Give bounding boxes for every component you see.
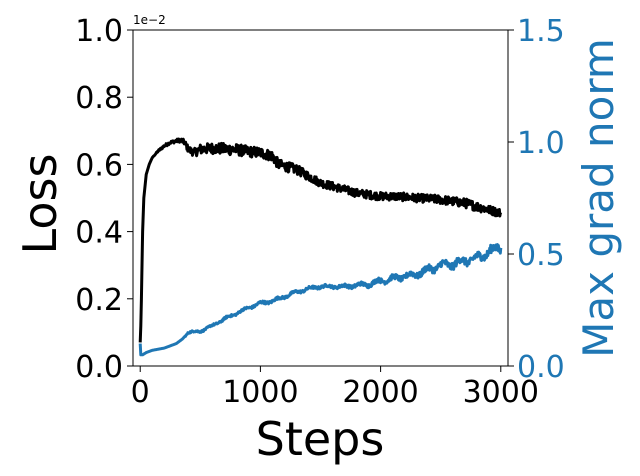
y-right-tick-label: 0.5 xyxy=(517,238,565,273)
y-right-axis-title: Max grad norm xyxy=(574,38,623,358)
y-left-tick-label: 0.2 xyxy=(75,283,123,318)
plot-frame xyxy=(132,29,509,367)
x-tick-label: 2000 xyxy=(342,375,418,410)
loss-series-line xyxy=(138,137,503,343)
ticks-layer: 0 1000 2000 30000.00.20.40.60.81.00.00.51.0… xyxy=(75,14,564,410)
series-layer xyxy=(138,137,503,357)
x-tick-label: 1000 xyxy=(222,375,298,410)
y-left-tick-label: 0.0 xyxy=(75,350,123,385)
y-left-axis-title: Loss xyxy=(13,154,67,255)
x-axis-title: Steps xyxy=(256,412,385,466)
grad-norm-series-line xyxy=(138,243,503,357)
y-left-tick-label: 0.8 xyxy=(75,81,123,116)
y-left-tick-label: 0.6 xyxy=(75,148,123,183)
y-left-offset-label: 1e−2 xyxy=(133,13,166,27)
x-tick-label: 3000 xyxy=(463,375,539,410)
y-right-tick-label: 1.0 xyxy=(517,126,565,161)
y-left-tick-label: 0.4 xyxy=(75,216,123,251)
y-left-tick-label: 1.0 xyxy=(75,14,123,49)
y-right-tick-label: 0.0 xyxy=(517,350,565,385)
x-tick-label: 0 xyxy=(131,375,150,410)
y-right-tick-label: 1.5 xyxy=(517,14,565,49)
